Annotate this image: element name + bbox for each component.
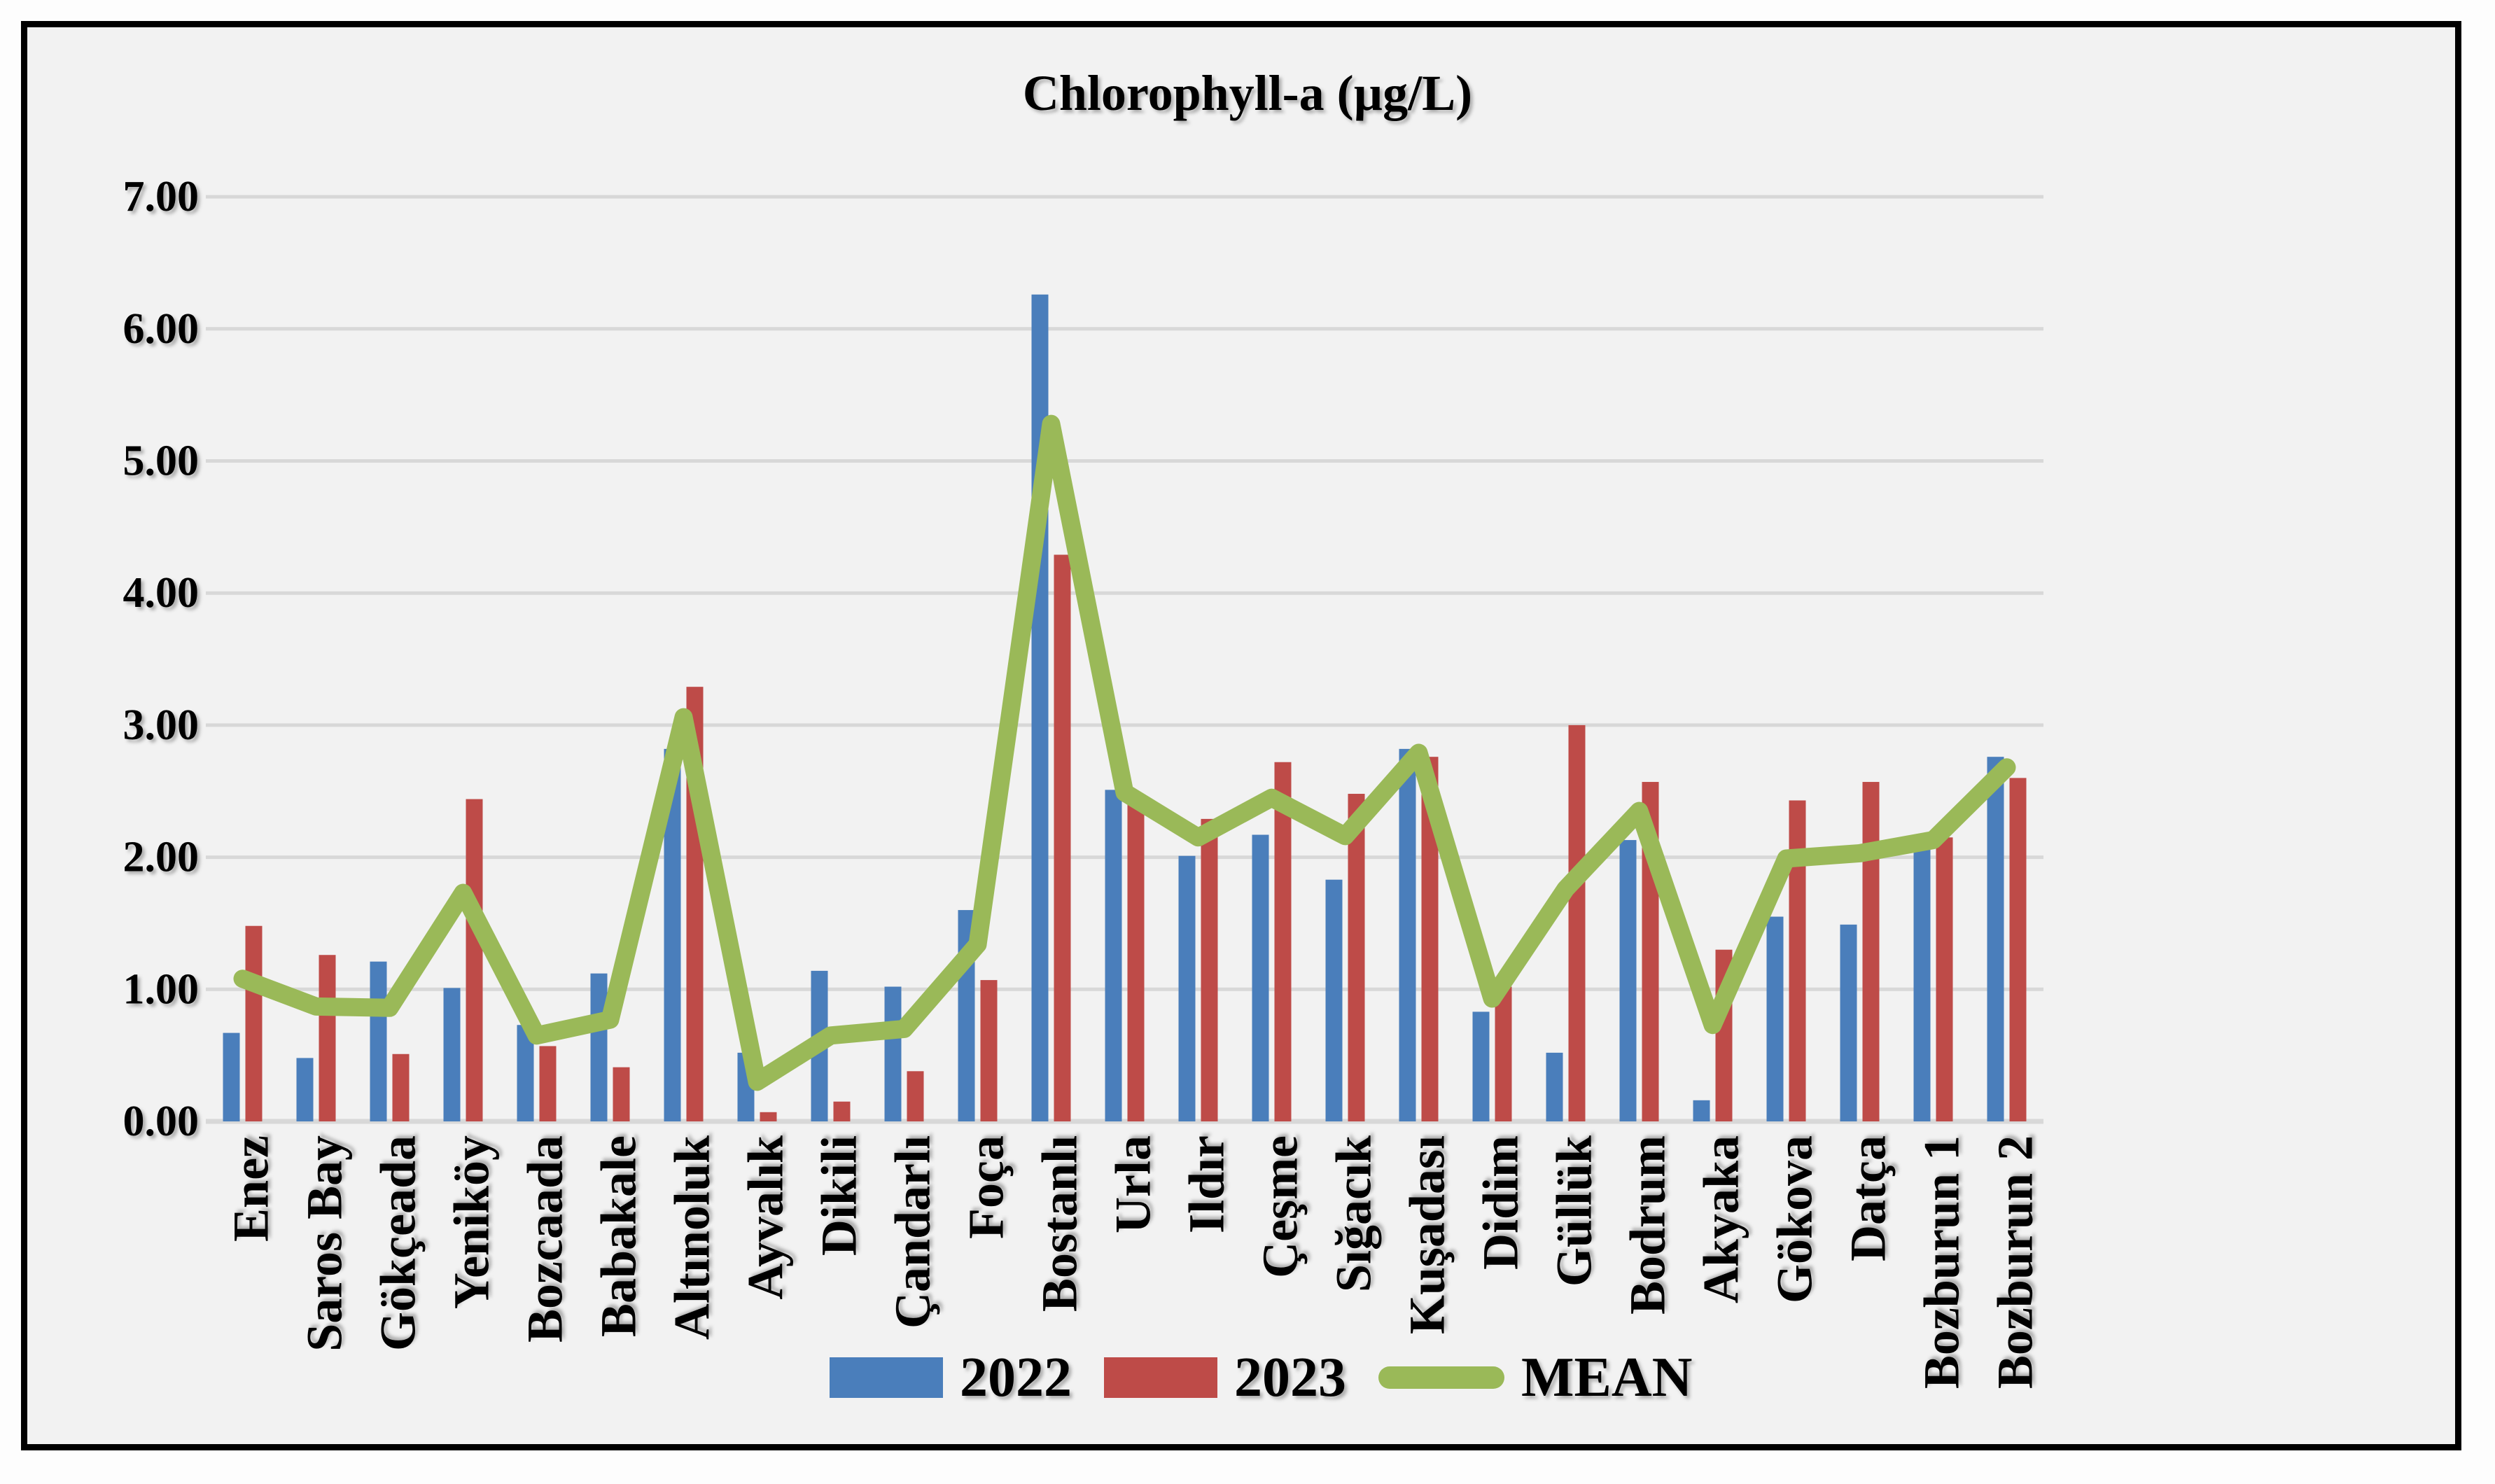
bar-2023-12[interactable] [1054,554,1071,1121]
bar-2022-13[interactable] [1105,790,1122,1121]
x-category-label: Urla [1105,1135,1161,1233]
bar-2022-10[interactable] [884,986,902,1121]
x-category-label: Gökçeada [370,1135,426,1351]
bar-2023-25[interactable] [2009,778,2027,1121]
bar-2022-6[interactable] [590,973,608,1121]
bar-2023-11[interactable] [980,980,998,1121]
legend-color-swatch [1104,1357,1217,1398]
bar-2022-24[interactable] [1913,844,1931,1121]
x-category-label: Çandarlı [885,1135,941,1329]
x-category-label: Foça [958,1135,1014,1239]
bar-2022-2[interactable] [296,1058,314,1121]
x-category-label: Didim [1473,1135,1529,1270]
bar-2022-16[interactable] [1325,879,1343,1121]
bar-2023-5[interactable] [539,1046,557,1121]
bar-2023-1[interactable] [245,925,263,1121]
x-category-label: Saros Bay [297,1135,353,1352]
bar-2023-2[interactable] [319,955,336,1121]
x-category-label: Bozcaada [517,1135,573,1343]
bar-2022-21[interactable] [1693,1100,1710,1121]
x-category-label: Çeşme [1252,1135,1308,1278]
x-category-label: Altınoluk [664,1135,720,1340]
x-category-label: Ayvalık [738,1135,794,1300]
legend-item-MEAN[interactable]: MEAN [1378,1350,1692,1406]
x-category-label: Datça [1840,1135,1896,1261]
bar-2023-9[interactable] [833,1101,851,1121]
bar-2023-24[interactable] [1936,837,1953,1121]
x-category-label: Sığacık [1326,1135,1382,1292]
legend-label: MEAN [1521,1347,1693,1408]
y-tick-label: 6.00 [123,305,200,353]
bar-2022-1[interactable] [223,1032,240,1121]
legend-color-swatch [830,1357,943,1398]
bar-2023-15[interactable] [1274,762,1292,1121]
x-category-label: Babakale [591,1135,647,1337]
bar-2023-18[interactable] [1495,986,1512,1121]
legend-item-2022[interactable]: 2022 [830,1350,1072,1406]
bar-2022-15[interactable] [1252,834,1269,1121]
bar-2023-4[interactable] [466,799,483,1121]
chart-outer-frame [21,21,2461,1450]
bar-2022-25[interactable] [1987,757,2004,1121]
y-tick-label: 0.00 [123,1098,200,1145]
x-category-label: Bodrum [1620,1135,1676,1315]
bar-2023-14[interactable] [1201,818,1218,1121]
x-category-label: Bostanlı [1032,1135,1088,1312]
x-category-label: Ildır [1179,1135,1235,1233]
x-category-label: Güllük [1546,1135,1602,1287]
legend-label: 2022 [960,1347,1072,1408]
legend-label: 2023 [1234,1347,1346,1408]
bar-2023-16[interactable] [1348,794,1365,1121]
y-tick-label: 2.00 [123,834,200,881]
x-category-label: Bozburun 1 [1914,1135,1970,1389]
bar-2022-19[interactable] [1546,1052,1563,1121]
bar-2022-3[interactable] [370,961,387,1121]
bar-2023-3[interactable] [392,1054,410,1121]
legend-item-2023[interactable]: 2023 [1104,1350,1346,1406]
y-tick-label: 1.00 [123,965,200,1013]
bar-2022-20[interactable] [1619,840,1637,1121]
y-tick-label: 4.00 [123,569,200,617]
bar-2023-23[interactable] [1862,782,1880,1121]
x-category-label: Enez [223,1135,279,1242]
bar-2023-6[interactable] [613,1067,630,1121]
x-category-label: Gökova [1767,1135,1823,1303]
bar-2023-10[interactable] [907,1071,924,1121]
y-tick-label: 7.00 [123,173,200,220]
x-category-label: Kuşadası [1399,1135,1455,1334]
x-category-label: Akyaka [1693,1135,1749,1303]
bar-2022-18[interactable] [1472,1011,1490,1121]
bar-2022-14[interactable] [1178,855,1196,1121]
chart-legend: 2022 2023 MEAN [830,1350,1692,1406]
bar-2022-17[interactable] [1399,748,1416,1121]
bar-2023-13[interactable] [1127,794,1145,1121]
x-category-label: Yeniköy [444,1135,500,1309]
y-tick-label: 3.00 [123,701,200,749]
bar-2022-4[interactable] [443,988,461,1121]
y-tick-label: 5.00 [123,438,200,485]
legend-line-swatch [1378,1366,1504,1389]
bar-2023-19[interactable] [1568,724,1586,1121]
mean-line[interactable] [233,414,2016,1091]
bar-2022-23[interactable] [1840,924,1857,1121]
bar-2022-22[interactable] [1766,916,1784,1121]
bar-2023-8[interactable] [760,1112,777,1121]
chart-title: Chlorophyll-a (µg/L) [1022,65,1473,121]
x-category-label: Bozburun 2 [1987,1135,2043,1389]
x-category-label: Dikili [811,1135,867,1256]
